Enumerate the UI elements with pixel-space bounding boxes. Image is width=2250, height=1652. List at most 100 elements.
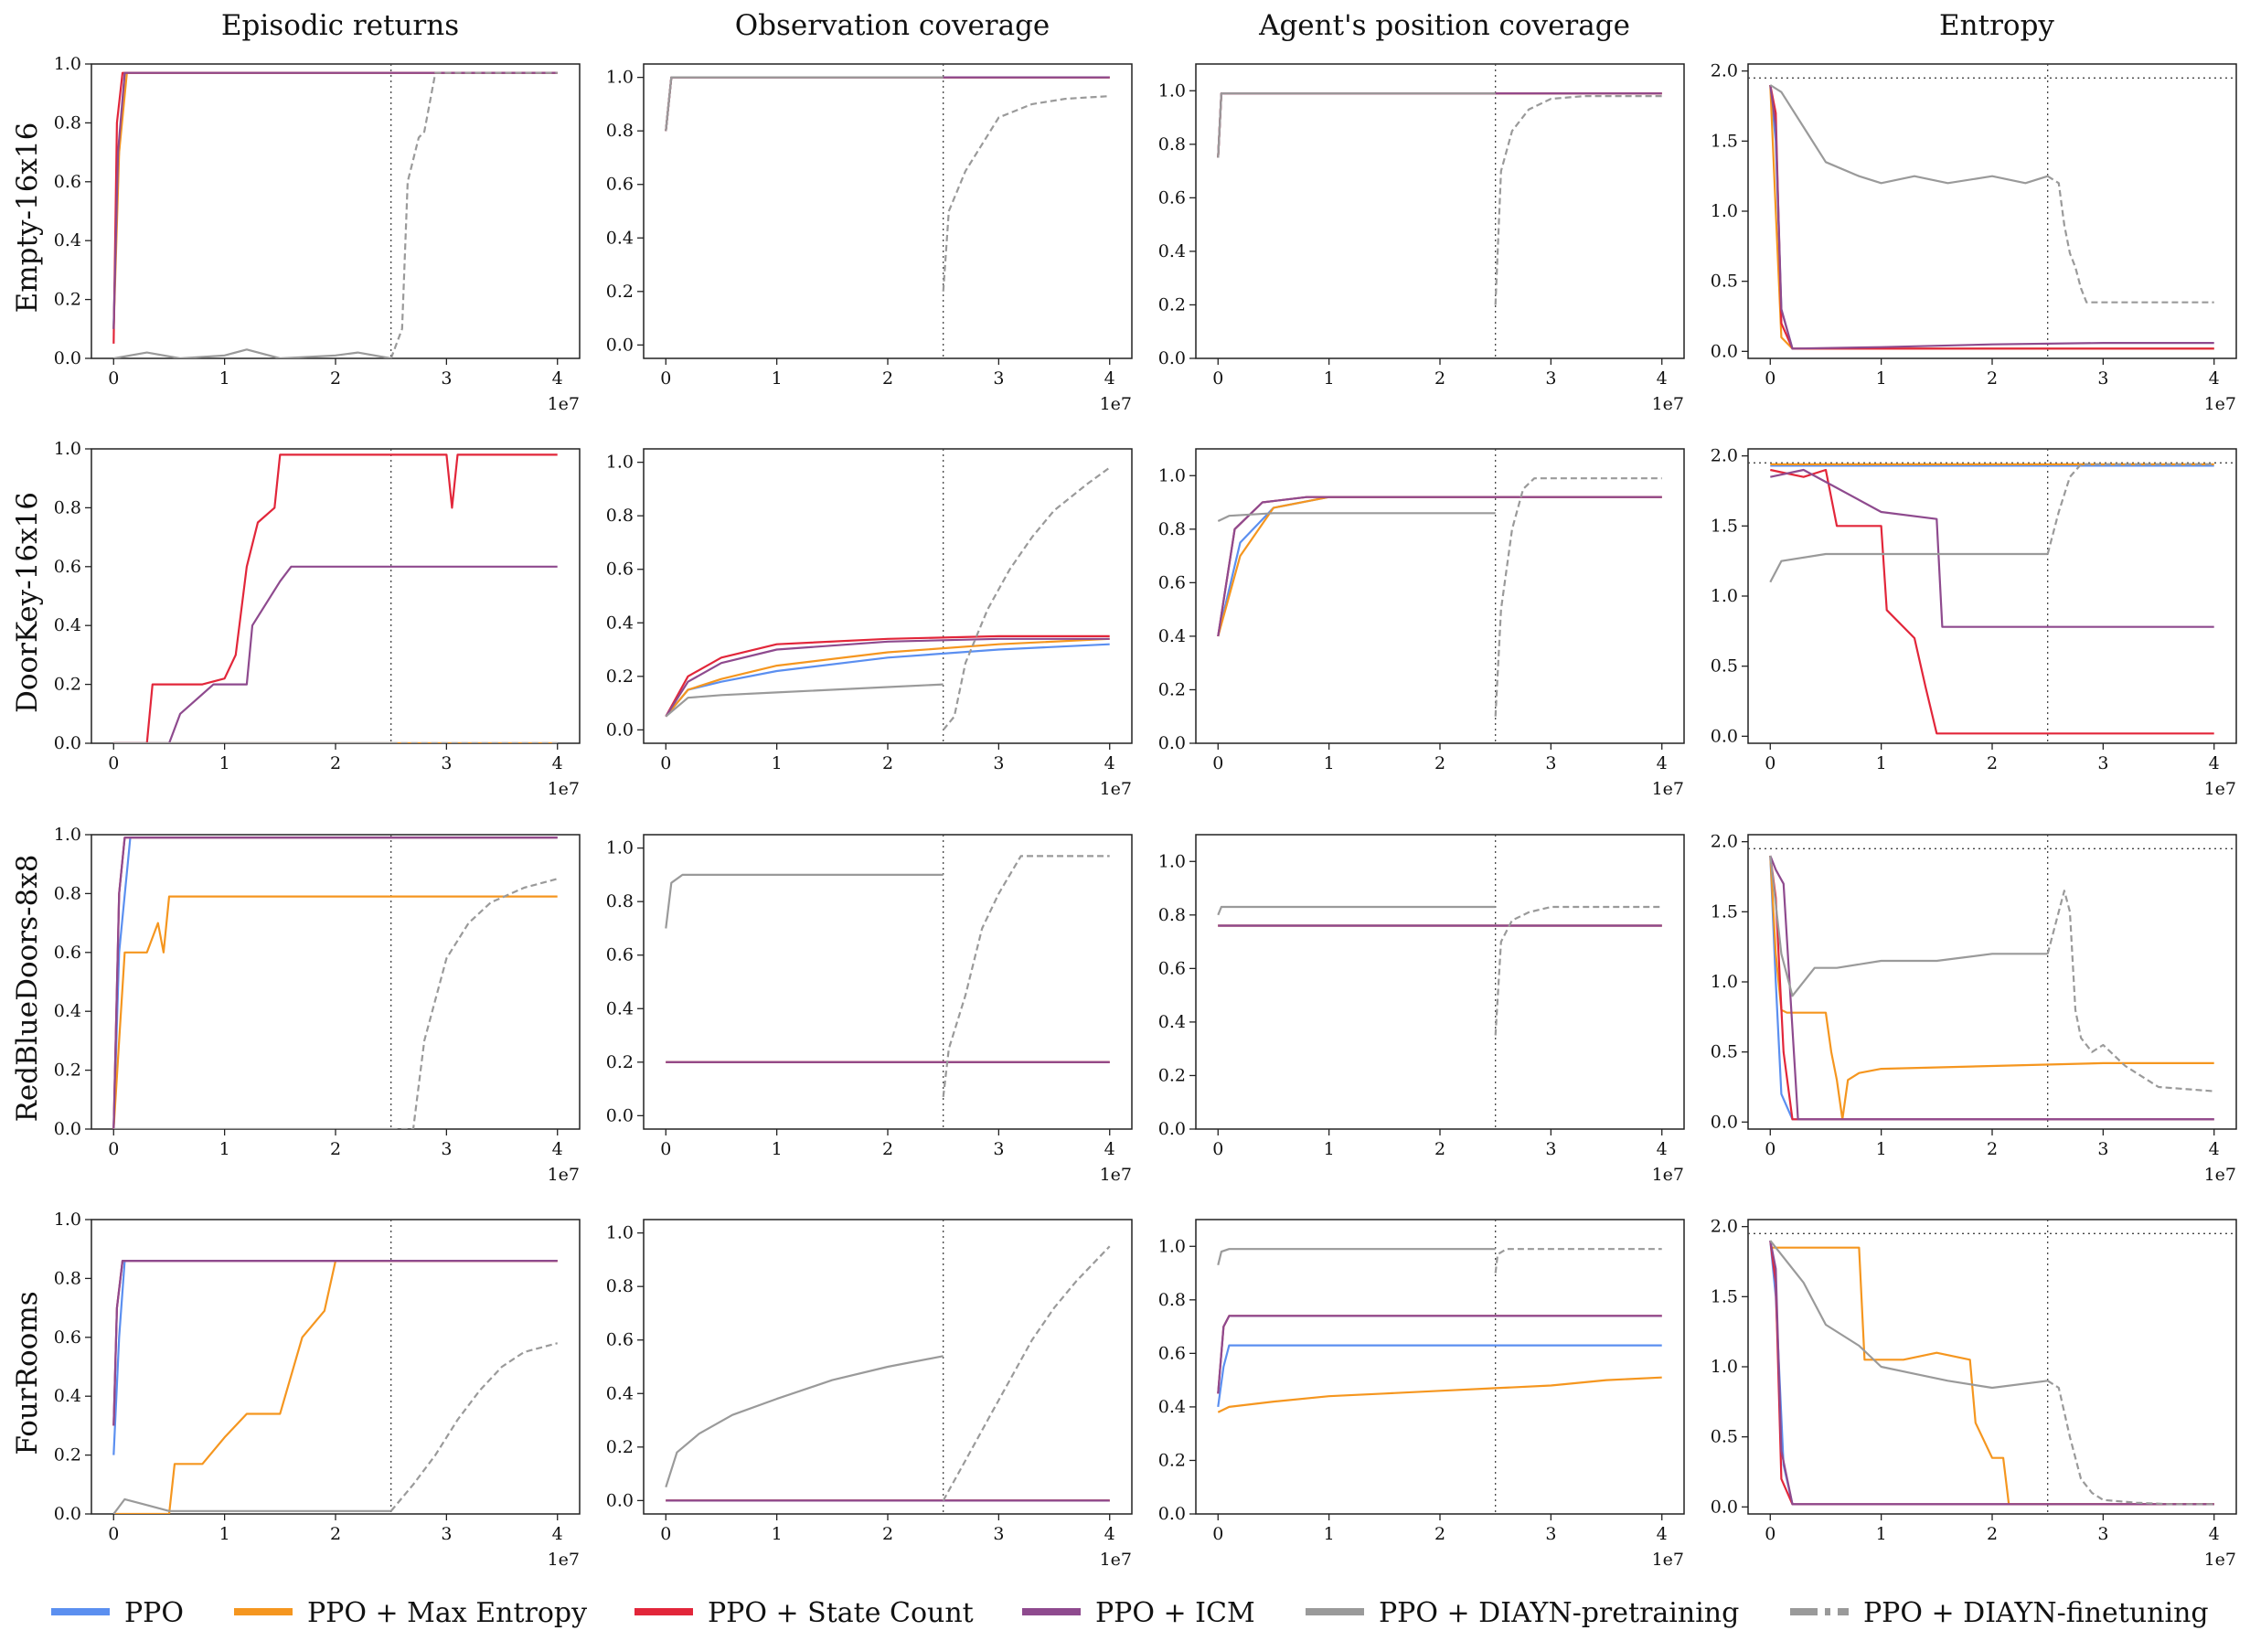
panel-empty-entropy-ytick-label: 1.5: [1711, 131, 1738, 151]
panel-empty-observation-ytick-label: 0.4: [606, 228, 634, 248]
panel-doorkey-returns-ytick-label: 1.0: [54, 439, 81, 459]
panel-fourrooms-returns-ytick-label: 0.2: [54, 1445, 81, 1465]
panel-redbluedoors-observation-series-ppo-diayn-finetuning: [942, 855, 1110, 1098]
panel-empty-entropy-x-exponent: 1e7: [2204, 394, 2236, 414]
panel-empty-entropy-xtick-label: 3: [2097, 368, 2108, 389]
panel-redbluedoors-entropy-series-ppo-diayn-finetuning: [2046, 890, 2214, 1092]
panel-doorkey-entropy: 0 1 2 3 4 1e7 0.0 0.5 1.0 1.5 2.0: [1711, 446, 2237, 799]
panel-fourrooms-entropy-ytick-label: 0.0: [1711, 1497, 1738, 1517]
panel-fourrooms-position-xtick-label: 1: [1324, 1524, 1335, 1544]
panel-redbluedoors-entropy-xtick-label: 3: [2097, 1139, 2108, 1159]
panel-doorkey-observation-xtick-label: 4: [1104, 753, 1115, 773]
panel-fourrooms-returns-x-exponent: 1e7: [548, 1550, 580, 1570]
panel-redbluedoors-observation-ytick-label: 0.8: [606, 891, 634, 911]
panel-fourrooms-entropy-series-ppo-diayn-finetuning: [2047, 1380, 2214, 1506]
panel-doorkey-position-series-ppo-max-entropy: [1217, 496, 1662, 637]
legend-label-ppo-max-entropy: PPO + Max Entropy: [307, 1597, 587, 1629]
panel-redbluedoors-entropy-xtick-label: 1: [1876, 1139, 1887, 1159]
panel-empty-entropy-ytick-label: 2.0: [1711, 61, 1738, 81]
panel-redbluedoors-returns-series-ppo-icm: [112, 837, 558, 1129]
panel-doorkey-entropy-ytick-label: 0.0: [1711, 726, 1738, 746]
panel-empty-entropy-ytick-label: 0.5: [1711, 272, 1738, 292]
panel-empty-returns-ytick-label: 0.8: [54, 112, 81, 133]
panel-empty-position-xtick-label: 3: [1545, 368, 1556, 389]
column-title-observation: Observation coverage: [735, 9, 1050, 42]
panel-empty-position-xtick-label: 1: [1324, 368, 1335, 389]
panel-redbluedoors-position-xtick-label: 4: [1657, 1139, 1668, 1159]
panel-doorkey-observation-series-ppo-diayn-pretraining: [665, 683, 944, 718]
legend-label-ppo-icm: PPO + ICM: [1095, 1597, 1255, 1629]
panel-doorkey-position-xtick-label: 0: [1212, 753, 1223, 773]
panel-empty-returns-series-ppo-state-count: [112, 71, 558, 344]
panel-doorkey-entropy-series-ppo-icm: [1770, 468, 2214, 628]
panel-redbluedoors-entropy-ytick-label: 0.0: [1711, 1112, 1738, 1132]
panel-empty-observation-xtick-label: 1: [772, 368, 783, 389]
panel-fourrooms-entropy-ytick-label: 1.0: [1711, 1357, 1738, 1377]
panel-fourrooms-observation-xtick-label: 3: [993, 1524, 1004, 1544]
panel-doorkey-observation-xtick-label: 3: [993, 753, 1004, 773]
panel-empty-returns-x-exponent: 1e7: [548, 394, 580, 414]
panel-empty-position-series-ppo-diayn-pretraining: [1217, 92, 1496, 158]
panel-redbluedoors-observation-xtick-label: 2: [882, 1139, 893, 1159]
panel-redbluedoors-position-x-exponent: 1e7: [1652, 1165, 1684, 1185]
panel-empty-position-ytick-label: 0.6: [1158, 187, 1186, 208]
panel-doorkey-position-frame: [1195, 448, 1685, 744]
panel-redbluedoors-returns-frame: [91, 834, 581, 1130]
panel-empty-position-ytick-label: 0.4: [1158, 241, 1186, 261]
panel-doorkey-observation-frame: [643, 448, 1133, 744]
panel-redbluedoors-position-ytick-label: 0.6: [1158, 958, 1186, 978]
panel-doorkey-observation-series-ppo-icm: [665, 637, 1110, 718]
panel-fourrooms-position-ytick-label: 0.8: [1158, 1290, 1186, 1310]
panel-empty-observation-series-ppo-state-count: [665, 76, 1110, 132]
panel-empty-returns-series-ppo-icm: [112, 71, 558, 329]
panel-doorkey-returns-ytick-label: 0.4: [54, 615, 81, 635]
panel-fourrooms-returns-series-ppo-diayn-pretraining: [112, 1497, 391, 1514]
panel-doorkey-position-ytick-label: 0.4: [1158, 626, 1186, 646]
panel-empty-position: 0 1 2 3 4 1e7 0.0 0.2 0.4 0.6 0.8 1.0: [1158, 63, 1685, 414]
panel-fourrooms-observation-ytick-label: 0.8: [606, 1276, 634, 1296]
panel-empty-entropy-frame: [1747, 63, 2237, 359]
panel-fourrooms-entropy-series-ppo-diayn-pretraining: [1769, 1240, 2048, 1390]
panel-redbluedoors-returns-series-ppo-diayn-finetuning: [390, 878, 558, 1129]
panel-fourrooms-observation-ytick-label: 0.4: [606, 1383, 634, 1403]
panel-fourrooms-returns-ytick-label: 0.6: [54, 1327, 81, 1348]
panel-empty-returns-xtick-label: 1: [219, 368, 230, 389]
panel-doorkey-returns-xtick-label: 2: [330, 753, 341, 773]
panel-fourrooms-returns-xtick-label: 2: [330, 1524, 341, 1544]
panel-fourrooms-entropy-ytick-label: 2.0: [1711, 1217, 1738, 1237]
panel-fourrooms-position-xtick-label: 4: [1657, 1524, 1668, 1544]
panel-doorkey-observation-ytick-label: 0.4: [606, 613, 634, 633]
panel-doorkey-position: 0 1 2 3 4 1e7 0.0 0.2 0.4 0.6 0.8 1.0: [1158, 448, 1685, 799]
panel-doorkey-position-ytick-label: 0.0: [1158, 733, 1186, 753]
panel-redbluedoors-position-xtick-label: 1: [1324, 1139, 1335, 1159]
panel-empty-entropy-ytick-label: 0.0: [1711, 341, 1738, 361]
panel-redbluedoors-position-xtick-label: 3: [1545, 1139, 1556, 1159]
panel-doorkey-returns-ytick-label: 0.8: [54, 497, 81, 517]
panel-doorkey-returns-xtick-label: 4: [552, 753, 563, 773]
panel-redbluedoors-returns-xtick-label: 3: [441, 1139, 452, 1159]
panel-doorkey-position-series-ppo-state-count: [1217, 496, 1662, 637]
panel-empty-observation-series-ppo: [665, 76, 1110, 132]
panel-redbluedoors-position-frame: [1195, 834, 1685, 1130]
panel-redbluedoors-observation-x-exponent: 1e7: [1100, 1165, 1132, 1185]
panel-fourrooms-position-ytick-label: 0.0: [1158, 1504, 1186, 1524]
panel-doorkey-position-series-ppo: [1217, 496, 1662, 637]
panel-empty-returns-series-ppo: [112, 71, 558, 329]
panel-fourrooms-returns-series-ppo: [112, 1259, 558, 1455]
panel-empty-returns-series-ppo-max-entropy: [112, 71, 558, 329]
panel-empty-returns: 0 1 2 3 4 1e7 0.0 0.2 0.4 0.6 0.8 1.0: [54, 54, 581, 414]
panel-redbluedoors-observation-ytick-label: 0.4: [606, 998, 634, 1018]
panel-redbluedoors-position-ytick-label: 0.2: [1158, 1065, 1186, 1085]
panel-redbluedoors-returns-ytick-label: 0.8: [54, 883, 81, 903]
panel-fourrooms-position-series-ppo-diayn-finetuning: [1494, 1248, 1662, 1274]
panel-fourrooms-entropy-series-ppo-icm: [1769, 1240, 2214, 1506]
panel-doorkey-observation-ytick-label: 0.0: [606, 719, 634, 740]
legend-label-ppo: PPO: [124, 1597, 184, 1629]
panel-doorkey-observation-xtick-label: 2: [882, 753, 893, 773]
panel-fourrooms-returns-xtick-label: 0: [108, 1524, 119, 1544]
panel-redbluedoors-returns-x-exponent: 1e7: [548, 1165, 580, 1185]
panel-doorkey-entropy-xtick-label: 4: [2209, 753, 2220, 773]
panel-empty-entropy-series-ppo-icm: [1769, 84, 2214, 350]
panel-doorkey-observation-ytick-label: 1.0: [606, 453, 634, 473]
panel-empty-position-series-ppo-diayn-finetuning: [1494, 94, 1662, 305]
